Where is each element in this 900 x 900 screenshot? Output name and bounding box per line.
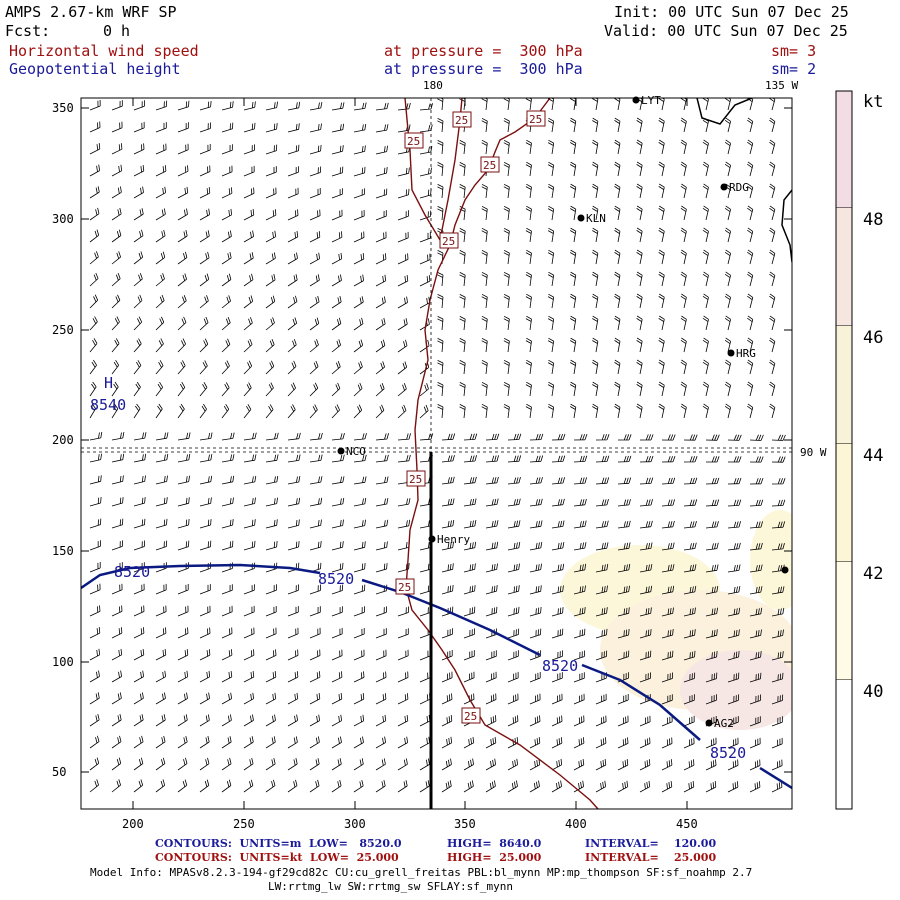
model-title: AMPS 2.67-km WRF SP [5, 3, 177, 21]
station-label: HRG [736, 347, 756, 360]
wind-speed-contours [404, 98, 599, 809]
forecast-hour: 0 h [103, 22, 131, 40]
contour-info-speed-interval: INTERVAL= 25.000 [585, 851, 717, 864]
x-tick-label: 450 [676, 817, 698, 831]
stations: LYT RDG KLN HRG NCO Henry AG2 [337, 94, 789, 730]
station-label: NCO [346, 445, 366, 458]
meridian-90-label: 90 W [800, 446, 827, 459]
colorbar-label: 42 [863, 564, 883, 584]
speed-label: 25 [529, 113, 542, 126]
height-label: 8520 [710, 744, 746, 762]
y-tick-label: 250 [52, 323, 74, 337]
x-tick-label: 200 [122, 817, 144, 831]
x-tick-label: 250 [233, 817, 255, 831]
y-tick-label: 100 [52, 655, 74, 669]
field1-smoothing: sm= 3 [771, 42, 817, 60]
x-tick-label: 350 [454, 817, 476, 831]
station-marker [781, 566, 789, 574]
speed-label: 25 [455, 114, 468, 127]
model-info: Model Info: MPASv8.2.3-194-gf29cd82c CU:… [90, 866, 753, 879]
speed-labels: 25 25 25 25 25 25 25 25 [395, 110, 546, 724]
height-label: 8520 [318, 570, 354, 588]
station-label: AG2 [714, 717, 734, 730]
contour-info-speed-high: HIGH= 25.000 [447, 851, 542, 864]
station-marker [632, 96, 640, 104]
colorbar-label: 48 [863, 210, 883, 230]
forecast-label: Fcst: [5, 22, 51, 40]
geopotential-contours [81, 563, 792, 790]
speed-label: 25 [398, 581, 411, 594]
valid-time: Valid: 00 UTC Sun 07 Dec 25 [604, 22, 848, 40]
y-tick-label: 150 [52, 544, 74, 558]
colorbar-label: 46 [863, 328, 883, 348]
speed-label: 25 [407, 135, 420, 148]
speed-label: 25 [442, 235, 455, 248]
station-label: KLN [586, 212, 606, 225]
y-tick-label: 50 [52, 765, 66, 779]
height-label: 8520 [542, 657, 578, 675]
speed-label: 25 [483, 159, 496, 172]
contour-info-height-high: HIGH= 8640.0 [447, 837, 542, 850]
map-frame [80, 97, 793, 810]
station-label: RDG [729, 181, 749, 194]
colorbar-unit: kt [863, 92, 883, 112]
station-marker [428, 535, 436, 543]
station-label: LYT [641, 94, 661, 107]
model-info-physics: LW:rrtmg_lw SW:rrtmg_sw SFLAY:sf_mynn [268, 880, 514, 893]
y-tick-label: 200 [52, 433, 74, 447]
station-marker [577, 214, 585, 222]
meridian-135-label: 135 W [765, 79, 798, 92]
colorbar-label: 44 [863, 446, 883, 466]
x-tick-label: 400 [565, 817, 587, 831]
x-tick-label: 300 [344, 817, 366, 831]
axes: 200 250 300 350 400 450 350 300 250 200 150 100 50 [52, 98, 792, 831]
coastline [696, 98, 792, 263]
contour-info-speed: CONTOURS: UNITS=kt LOW= 25.000 [155, 851, 399, 864]
speed-label: 25 [464, 710, 477, 723]
station-marker [705, 719, 713, 727]
y-tick-label: 300 [52, 212, 74, 226]
wind-speed-shading [560, 510, 792, 730]
high-value: 8540 [90, 396, 126, 414]
wind-barbs [89, 98, 786, 793]
init-time: Init: 00 UTC Sun 07 Dec 25 [614, 3, 849, 21]
station-marker [337, 447, 345, 455]
height-label: 8520 [114, 563, 150, 581]
station-marker [720, 183, 728, 191]
field2-name: Geopotential height [9, 60, 181, 78]
station-marker [727, 349, 735, 357]
speed-label: 25 [409, 473, 422, 486]
station-label: Henry [437, 533, 470, 546]
contour-info-height-interval: INTERVAL= 120.00 [585, 837, 717, 850]
contour-info-height: CONTOURS: UNITS=m LOW= 8520.0 [155, 837, 402, 850]
graticule [81, 98, 792, 453]
colorbar: kt 48 46 44 42 40 [835, 90, 883, 810]
field2-smoothing: sm= 2 [771, 60, 817, 78]
y-tick-label: 350 [52, 101, 74, 115]
meridian-180-label: 180 [423, 79, 443, 92]
field1-level: at pressure = 300 hPa [384, 42, 583, 60]
high-marker: H [104, 374, 113, 392]
field1-name: Horizontal wind speed [9, 42, 199, 60]
field2-level: at pressure = 300 hPa [384, 60, 583, 78]
colorbar-label: 40 [863, 682, 883, 702]
